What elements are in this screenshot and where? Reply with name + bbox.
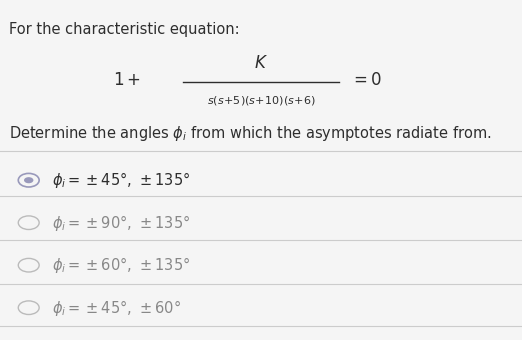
- Circle shape: [24, 177, 33, 183]
- Text: $\phi_i = \pm45°,\, \pm135°$: $\phi_i = \pm45°,\, \pm135°$: [52, 170, 191, 190]
- Text: Determine the angles $\phi_i$ from which the asymptotes radiate from.: Determine the angles $\phi_i$ from which…: [9, 124, 492, 143]
- Text: $\phi_i = \pm60°,\, \pm135°$: $\phi_i = \pm60°,\, \pm135°$: [52, 255, 191, 275]
- Text: $\phi_i = \pm90°,\, \pm135°$: $\phi_i = \pm90°,\, \pm135°$: [52, 213, 191, 233]
- Text: $s(s\!+\!5)(s\!+\!10)(s\!+\!6)$: $s(s\!+\!5)(s\!+\!10)(s\!+\!6)$: [207, 94, 315, 107]
- Text: $K$: $K$: [254, 54, 268, 72]
- Text: $= 0$: $= 0$: [350, 71, 382, 89]
- Text: $1 +$: $1 +$: [113, 71, 141, 89]
- Text: $\phi_i = \pm45°,\, \pm60°$: $\phi_i = \pm45°,\, \pm60°$: [52, 298, 181, 318]
- Text: For the characteristic equation:: For the characteristic equation:: [9, 22, 240, 37]
